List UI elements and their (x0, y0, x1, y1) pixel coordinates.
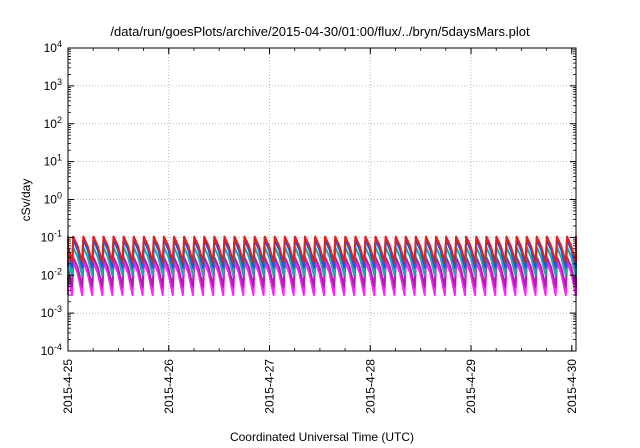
y-tick-label: 10-2 (41, 266, 62, 282)
x-tick-label: 2015-4-29 (464, 359, 478, 414)
x-axis-label: Coordinated Universal Time (UTC) (230, 430, 414, 444)
x-tick-label: 2015-4-27 (263, 359, 277, 414)
y-tick-label: 10-1 (41, 228, 62, 244)
x-axis: 2015-4-25 2015-4-26 2015-4-27 2015-4-28 2015… (61, 48, 579, 414)
grid-lines (68, 48, 576, 351)
y-tick-label: 102 (44, 115, 62, 131)
y-tick-label: 103 (44, 77, 62, 93)
chart-title: /data/run/goesPlots/archive/2015-04-30/0… (110, 24, 530, 39)
y-axis: 10-4 10-3 10-2 10-1 100 101 102 103 104 (41, 39, 576, 358)
y-tick-label: 101 (44, 153, 62, 169)
x-tick-label: 2015-4-28 (363, 359, 377, 414)
series-group (67, 235, 577, 297)
x-tick-label: 2015-4-26 (162, 359, 176, 414)
plot-frame (67, 47, 577, 352)
x-tick-label: 2015-4-30 (565, 359, 579, 414)
x-tick-label: 2015-4-25 (61, 359, 75, 414)
y-tick-label: 104 (44, 39, 62, 55)
y-axis-label: cSv/day (19, 179, 33, 222)
series-line (67, 235, 577, 264)
y-tick-label: 100 (44, 191, 62, 207)
y-tick-label: 10-3 (41, 304, 62, 320)
y-tick-label: 10-4 (41, 342, 62, 358)
